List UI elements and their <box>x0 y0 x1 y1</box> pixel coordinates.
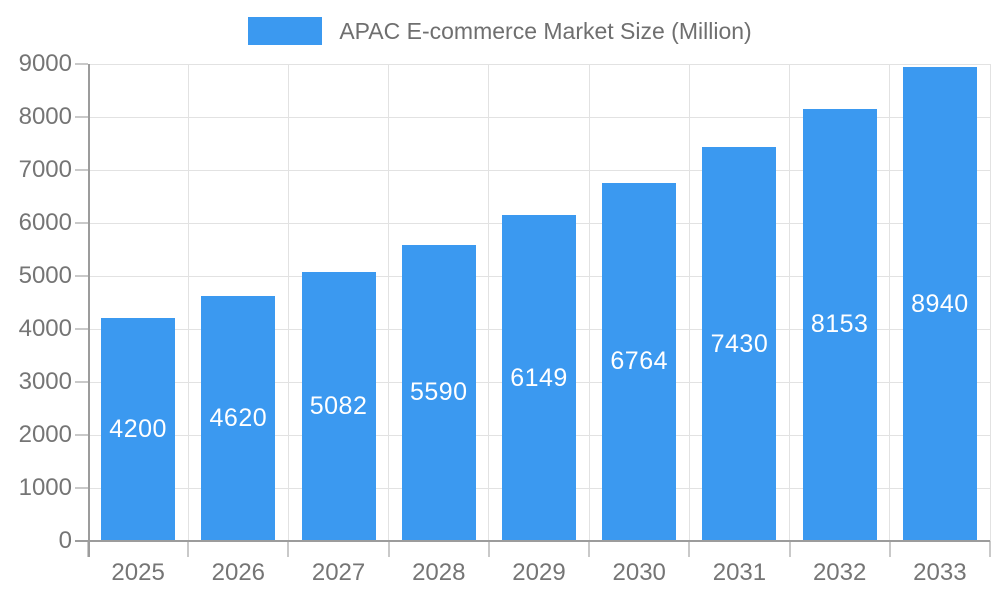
y-axis-label: 1000 <box>18 474 72 501</box>
x-axis-label: 2027 <box>311 559 366 586</box>
x-axis-tick <box>187 541 190 557</box>
x-axis-label: 2033 <box>913 559 967 586</box>
bar[interactable]: 4620 <box>201 296 276 541</box>
legend[interactable]: APAC E-commerce Market Size (Million) <box>0 17 1000 45</box>
bar-value-label: 8940 <box>911 289 969 318</box>
y-axis-label: 7000 <box>18 156 72 183</box>
x-axis-tick <box>588 541 591 557</box>
x-gridline <box>187 64 189 541</box>
x-gridline <box>889 64 891 541</box>
x-gridline <box>588 64 590 541</box>
y-axis-tick <box>75 63 88 65</box>
bar-value-label: 5082 <box>309 391 368 420</box>
y-axis-tick <box>75 434 88 436</box>
x-gridline <box>488 64 490 541</box>
plot-area: 0 1000 2000 3000 4000 5000 6000 7000 8000 9000 420… <box>19 50 991 586</box>
y-gridline <box>88 116 990 118</box>
x-axis-tick <box>888 541 891 557</box>
bar[interactable]: 7430 <box>702 147 777 541</box>
bar[interactable]: 6149 <box>502 215 576 541</box>
x-axis-tick <box>387 541 390 557</box>
y-axis-tick <box>75 275 88 277</box>
y-axis-line <box>88 64 90 557</box>
bar-value-label: 6764 <box>610 347 669 376</box>
bar-value-label: 5590 <box>409 378 468 407</box>
bar-value-label: 4620 <box>209 404 268 433</box>
x-axis-label: 2026 <box>211 559 266 586</box>
bar[interactable]: 4200 <box>101 318 176 541</box>
bar-value-label: 7430 <box>710 329 769 358</box>
x-axis-tick <box>287 541 290 557</box>
x-gridline <box>688 64 690 541</box>
x-axis-line <box>75 540 990 542</box>
y-axis-tick <box>75 116 88 118</box>
y-gridline <box>88 63 990 65</box>
x-axis-label: 2029 <box>512 559 566 586</box>
y-axis-tick <box>75 381 88 383</box>
x-gridline <box>989 64 991 541</box>
x-axis-label: 2025 <box>111 559 165 586</box>
bar[interactable]: 8153 <box>802 108 877 541</box>
x-axis-label: 2030 <box>612 559 666 586</box>
x-axis-label: 2032 <box>812 559 867 586</box>
y-axis-label: 9000 <box>18 50 72 77</box>
y-axis-label: 2000 <box>18 421 72 448</box>
y-axis-label: 5000 <box>18 262 72 289</box>
bar-value-label: 6149 <box>510 363 568 392</box>
bar-value-label: 8153 <box>810 310 869 339</box>
x-gridline <box>388 64 390 541</box>
x-axis-tick <box>487 541 490 557</box>
y-axis-label: 6000 <box>18 209 72 236</box>
y-axis-label: 8000 <box>18 103 72 130</box>
bar[interactable]: 5590 <box>401 244 476 541</box>
x-axis-label: 2031 <box>712 559 767 586</box>
y-axis-tick <box>75 328 88 330</box>
legend-swatch-icon <box>248 17 323 45</box>
y-axis-tick <box>75 487 88 489</box>
x-axis-tick <box>989 541 991 557</box>
x-gridline <box>789 64 791 541</box>
bar[interactable]: 6764 <box>602 182 677 541</box>
bar-value-label: 4200 <box>109 415 167 444</box>
y-gridline <box>88 169 990 171</box>
y-axis-tick <box>75 169 88 171</box>
y-axis-label: 4000 <box>18 315 72 342</box>
x-axis-tick <box>788 541 791 557</box>
x-gridline <box>287 64 289 541</box>
bar[interactable]: 8940 <box>902 67 977 541</box>
y-axis-label: 0 <box>58 527 72 554</box>
x-axis-tick <box>688 541 691 557</box>
x-axis-label: 2028 <box>412 559 466 586</box>
y-axis-label: 3000 <box>18 368 72 395</box>
y-axis-tick <box>75 222 88 224</box>
bar[interactable]: 5082 <box>301 271 376 541</box>
legend-label: APAC E-commerce Market Size (Million) <box>339 17 752 44</box>
